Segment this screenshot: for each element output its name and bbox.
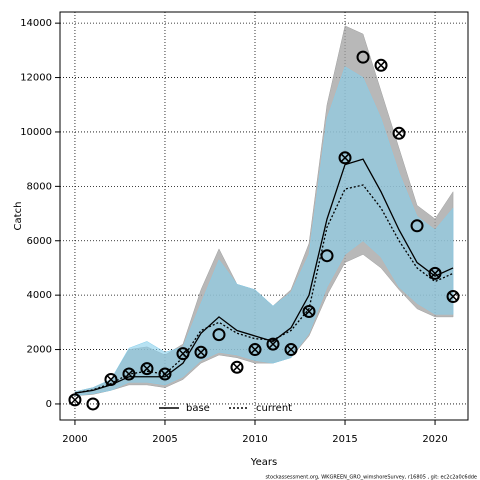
- observation-cross: [160, 369, 170, 379]
- observation: [266, 337, 280, 351]
- footer: stockassessment.org, WKGREEN_GRO_wimshor…: [265, 475, 477, 480]
- y-axis-label: Catch: [13, 202, 24, 231]
- y-tick-label: 6000: [27, 236, 52, 247]
- x-tick-label: 2010: [242, 434, 267, 445]
- observation: [230, 360, 244, 374]
- x-tick-label: 2000: [62, 434, 87, 445]
- observation-cross: [250, 345, 260, 354]
- observation: [320, 249, 334, 263]
- legend-label: base: [186, 403, 210, 414]
- y-tick-label: 12000: [20, 73, 52, 84]
- x-tick-label: 2015: [332, 434, 357, 445]
- observation: [176, 347, 190, 361]
- observation: [374, 58, 388, 72]
- observation: [428, 266, 442, 280]
- observation: [140, 362, 154, 376]
- observation: [122, 367, 136, 381]
- y-tick-label: 10000: [20, 127, 52, 138]
- x-tick-label: 2005: [152, 434, 177, 445]
- observation-cross: [142, 364, 152, 373]
- observation-cross: [106, 375, 116, 384]
- series-line: [74, 158, 454, 394]
- observation-cross: [430, 269, 440, 278]
- observation: [356, 50, 370, 64]
- legend-label: current: [256, 403, 292, 414]
- observation: [212, 328, 226, 342]
- observation-cross: [286, 345, 296, 354]
- observation-cross: [376, 61, 386, 70]
- observation: [392, 126, 406, 140]
- observation-cross: [304, 307, 314, 316]
- observation-cross: [196, 348, 206, 357]
- observation-cross: [70, 395, 80, 405]
- plot-frame: [59, 11, 469, 421]
- observation-cross: [448, 292, 458, 301]
- observation: [446, 290, 460, 304]
- observation: [86, 397, 100, 411]
- observation: [338, 151, 352, 165]
- confidence-band: [74, 66, 454, 397]
- observation-cross: [124, 369, 134, 379]
- observation-cross: [340, 153, 350, 162]
- y-tick-label: 8000: [27, 181, 52, 192]
- observation: [302, 304, 316, 318]
- y-tick-label: 4000: [27, 290, 52, 301]
- observation: [104, 372, 118, 386]
- observation-cross: [268, 339, 278, 349]
- observation: [158, 367, 172, 381]
- observation-cross: [394, 129, 404, 138]
- observation-cross: [178, 349, 188, 358]
- observation: [248, 343, 262, 357]
- series-line: [74, 184, 454, 394]
- y-tick-label: 14000: [20, 18, 52, 29]
- y-tick-label: 2000: [27, 345, 52, 356]
- x-axis-label: Years: [250, 457, 277, 468]
- x-tick-label: 2020: [422, 434, 447, 445]
- y-tick-label: 0: [46, 399, 52, 410]
- observation: [68, 393, 82, 407]
- observation: [410, 219, 424, 233]
- observation: [284, 343, 298, 357]
- observation: [194, 345, 208, 359]
- observation-cross: [232, 363, 242, 372]
